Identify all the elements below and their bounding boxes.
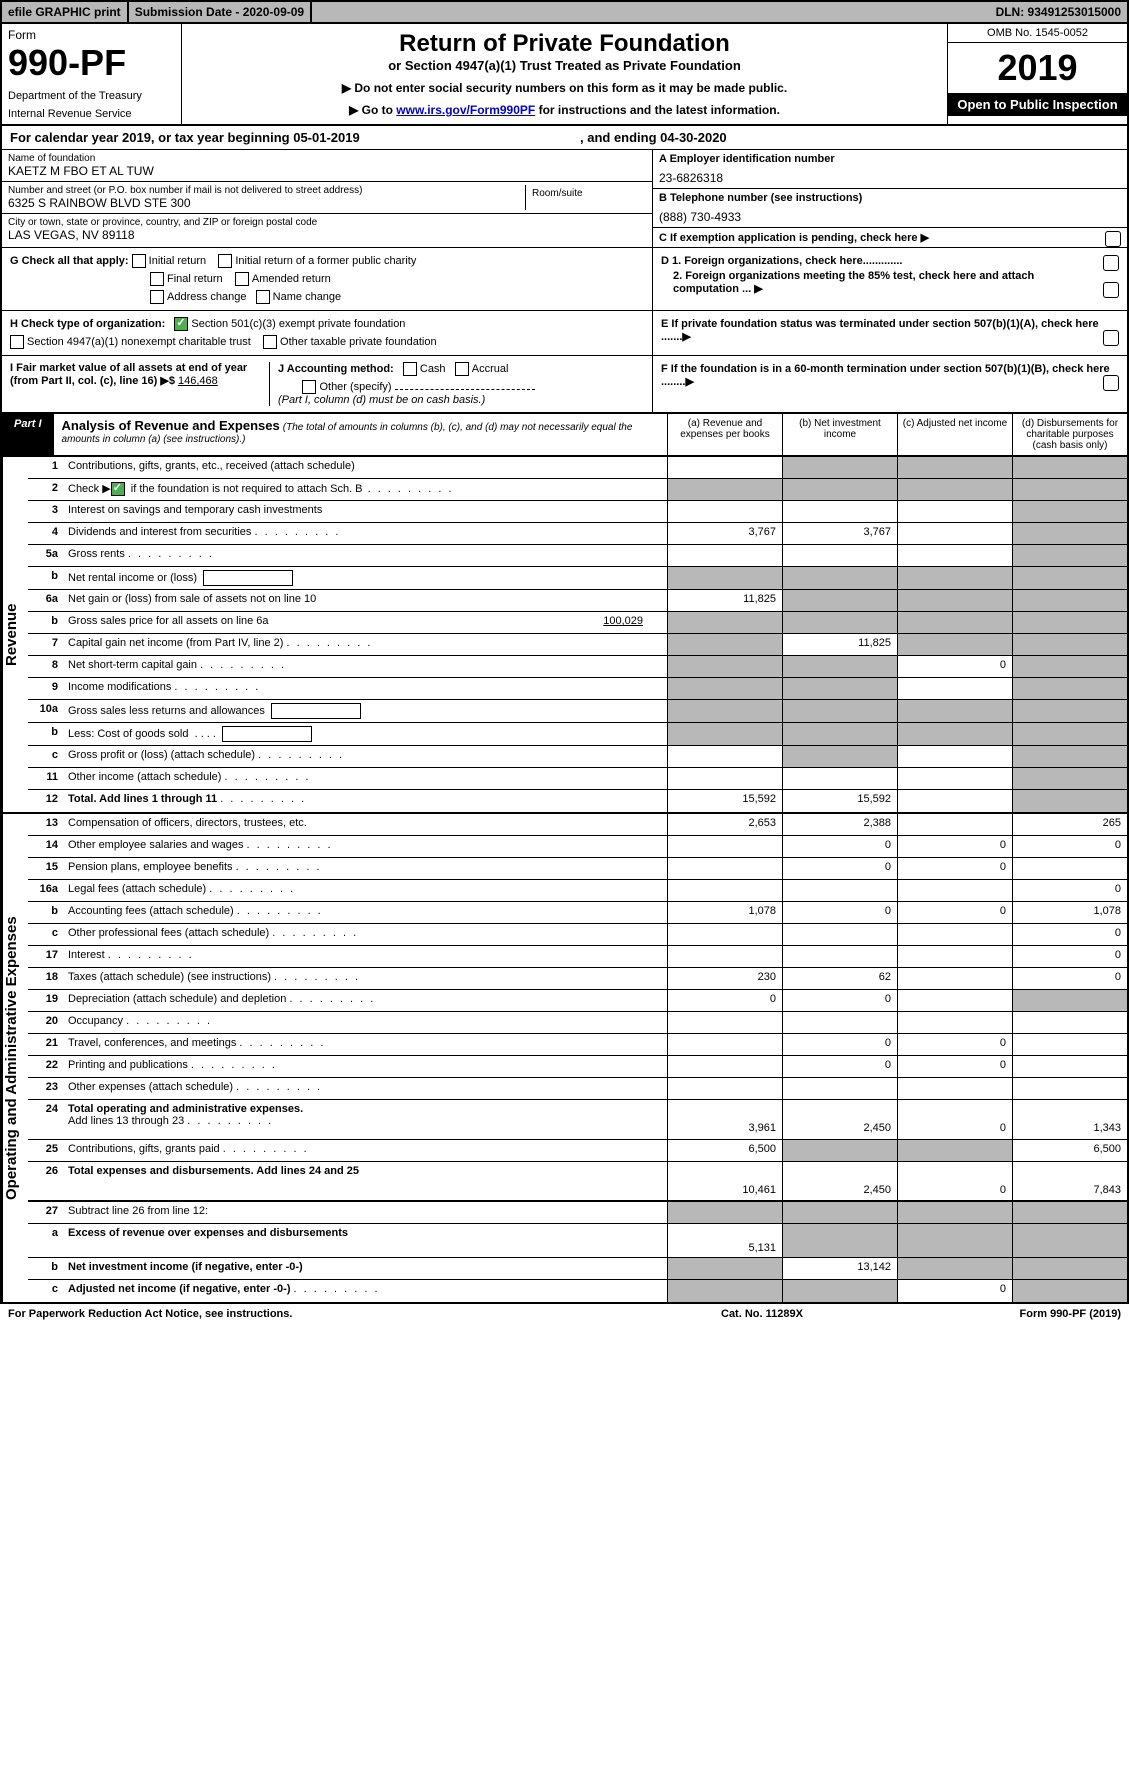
- cb-address-change[interactable]: [150, 290, 164, 304]
- cb-cash[interactable]: [403, 362, 417, 376]
- section-h: H Check type of organization: Section 50…: [0, 311, 1129, 356]
- section-g: G Check all that apply: Initial return I…: [0, 248, 1129, 311]
- submission-date: Submission Date - 2020-09-09: [129, 2, 312, 22]
- revenue-side-label: Revenue: [2, 457, 28, 812]
- col-c-head: (c) Adjusted net income: [897, 414, 1012, 455]
- address: 6325 S RAINBOW BLVD STE 300: [8, 196, 525, 210]
- expenses-side-label: Operating and Administrative Expenses: [2, 814, 28, 1302]
- f-label: F If the foundation is in a 60-month ter…: [661, 363, 1110, 388]
- phone-label: B Telephone number (see instructions): [659, 192, 862, 204]
- cb-initial-former[interactable]: [218, 254, 232, 268]
- exemption-label: C If exemption application is pending, c…: [659, 232, 918, 244]
- foundation-name: KAETZ M FBO ET AL TUW: [8, 164, 646, 178]
- cb-accrual[interactable]: [455, 362, 469, 376]
- omb-number: OMB No. 1545-0052: [948, 24, 1127, 43]
- dln: DLN: 93491253015000: [312, 2, 1127, 22]
- e-label: E If private foundation status was termi…: [661, 318, 1099, 343]
- name-label: Name of foundation: [8, 153, 646, 164]
- cb-4947[interactable]: [10, 335, 24, 349]
- cb-amended[interactable]: [235, 272, 249, 286]
- cb-85-test[interactable]: [1103, 282, 1119, 298]
- info-section: Name of foundation KAETZ M FBO ET AL TUW…: [0, 150, 1129, 248]
- instruction-2: ▶ Go to www.irs.gov/Form990PF for instru…: [188, 103, 941, 117]
- cb-terminated[interactable]: [1103, 330, 1119, 346]
- cb-other-taxable[interactable]: [263, 335, 277, 349]
- open-inspection: Open to Public Inspection: [948, 93, 1127, 116]
- cb-60-month[interactable]: [1103, 375, 1119, 391]
- j-label: J Accounting method:: [278, 363, 394, 375]
- part1-title: Analysis of Revenue and Expenses: [62, 418, 280, 433]
- irs-link[interactable]: www.irs.gov/Form990PF: [396, 103, 535, 117]
- tax-year: 2019: [948, 43, 1127, 93]
- cb-sch-b[interactable]: [111, 482, 125, 496]
- form-number: 990-PF: [8, 42, 175, 84]
- addr-label: Number and street (or P.O. box number if…: [8, 185, 525, 196]
- col-b-head: (b) Net investment income: [782, 414, 897, 455]
- catalog-number: Cat. No. 11289X: [721, 1308, 921, 1320]
- cb-initial-return[interactable]: [132, 254, 146, 268]
- h-label: H Check type of organization:: [10, 318, 165, 330]
- revenue-table: Revenue 1Contributions, gifts, grants, e…: [0, 457, 1129, 814]
- top-bar: efile GRAPHIC print Submission Date - 20…: [0, 0, 1129, 24]
- room-label: Room/suite: [526, 185, 646, 210]
- form-title: Return of Private Foundation: [188, 30, 941, 58]
- d2-label: 2. Foreign organizations meeting the 85%…: [673, 270, 1034, 295]
- col-d-head: (d) Disbursements for charitable purpose…: [1012, 414, 1127, 455]
- paperwork-notice: For Paperwork Reduction Act Notice, see …: [8, 1308, 721, 1320]
- irs-label: Internal Revenue Service: [8, 108, 175, 120]
- fmv-value: 146,468: [178, 375, 218, 387]
- page-footer: For Paperwork Reduction Act Notice, see …: [0, 1304, 1129, 1324]
- form-word: Form: [8, 28, 175, 42]
- exemption-checkbox[interactable]: [1105, 231, 1121, 247]
- efile-label: efile GRAPHIC print: [2, 2, 129, 22]
- expenses-table: Operating and Administrative Expenses 13…: [0, 814, 1129, 1304]
- city-label: City or town, state or province, country…: [8, 217, 646, 228]
- j-note: (Part I, column (d) must be on cash basi…: [278, 394, 485, 406]
- col-a-head: (a) Revenue and expenses per books: [667, 414, 782, 455]
- cb-final-return[interactable]: [150, 272, 164, 286]
- form-subtitle: or Section 4947(a)(1) Trust Treated as P…: [188, 58, 941, 73]
- ein-label: A Employer identification number: [659, 153, 835, 165]
- ein-value: 23-6826318: [659, 171, 1121, 185]
- calendar-year-row: For calendar year 2019, or tax year begi…: [0, 126, 1129, 150]
- form-footer: Form 990-PF (2019): [921, 1308, 1121, 1320]
- part1-header: Part I Analysis of Revenue and Expenses …: [0, 414, 1129, 457]
- cb-501c3[interactable]: [174, 317, 188, 331]
- cb-name-change[interactable]: [256, 290, 270, 304]
- section-ij: I Fair market value of all assets at end…: [0, 356, 1129, 414]
- dept-treasury: Department of the Treasury: [8, 90, 175, 102]
- cb-foreign-org[interactable]: [1103, 255, 1119, 271]
- cb-other-method[interactable]: [302, 380, 316, 394]
- form-header: Form 990-PF Department of the Treasury I…: [0, 24, 1129, 126]
- part1-badge: Part I: [2, 414, 54, 455]
- phone-value: (888) 730-4933: [659, 210, 1121, 224]
- g-label: G Check all that apply:: [10, 255, 129, 267]
- d1-label: D 1. Foreign organizations, check here..…: [661, 255, 902, 267]
- city-state-zip: LAS VEGAS, NV 89118: [8, 228, 646, 242]
- instruction-1: ▶ Do not enter social security numbers o…: [188, 81, 941, 95]
